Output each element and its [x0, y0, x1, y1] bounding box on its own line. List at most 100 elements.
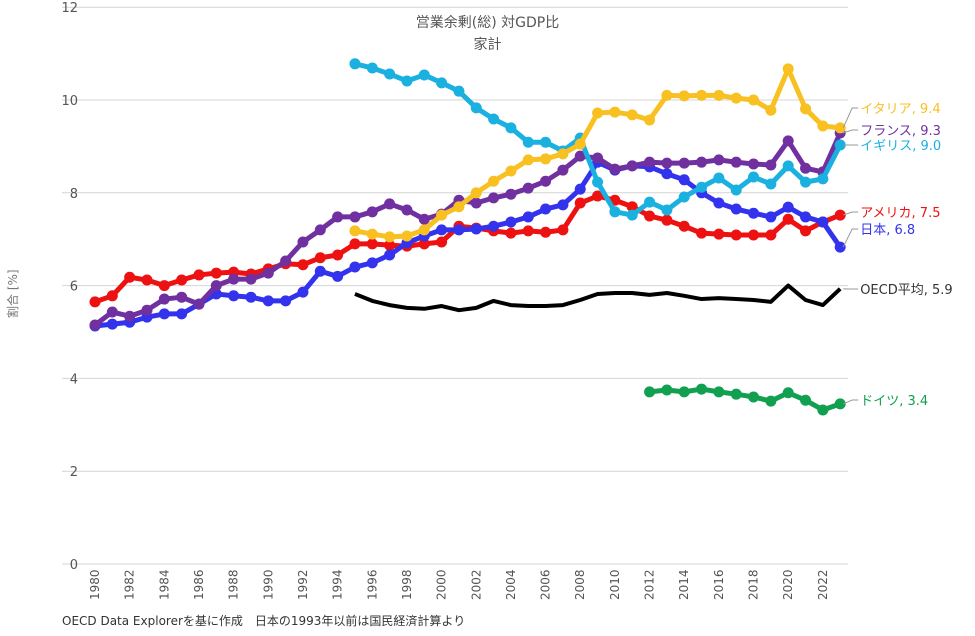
data-point [106, 290, 118, 302]
data-point [678, 157, 690, 169]
data-point [817, 404, 829, 416]
data-point [470, 102, 482, 114]
data-point [730, 92, 742, 104]
x-tick-label: 1998 [400, 569, 414, 600]
data-point [262, 267, 274, 279]
y-axis-label: 割合 [%] [6, 269, 20, 318]
data-point [245, 273, 257, 285]
data-point [817, 120, 829, 132]
data-point [332, 211, 344, 223]
data-point [765, 211, 777, 223]
data-point [453, 201, 465, 213]
data-point [696, 156, 708, 168]
chart-title: 営業余剰(総) 対GDP比 [415, 15, 560, 31]
data-point [800, 103, 812, 115]
y-tick-label: 6 [70, 280, 78, 295]
data-point [557, 199, 569, 211]
data-point [176, 274, 188, 286]
data-point [470, 187, 482, 199]
data-point [574, 197, 586, 209]
data-point [696, 227, 708, 239]
data-point [748, 229, 760, 241]
data-point [609, 163, 621, 175]
data-point [748, 171, 760, 183]
series-label: ドイツ, 3.4 [860, 394, 928, 409]
data-point [349, 238, 361, 250]
series-line [354, 283, 842, 313]
data-point [384, 68, 396, 80]
series-4: イタリア, 9.4 [349, 63, 941, 243]
data-point [505, 188, 517, 200]
data-point [800, 211, 812, 223]
data-point [505, 122, 517, 134]
data-point [782, 213, 794, 225]
data-point [158, 280, 170, 292]
data-point [644, 210, 656, 222]
x-tick-label: 1990 [261, 569, 275, 600]
data-point [349, 225, 361, 237]
data-point [661, 89, 673, 101]
data-point [834, 241, 846, 253]
data-point [332, 249, 344, 261]
data-point [436, 209, 448, 221]
data-point [800, 394, 812, 406]
chart-subtitle: 家計 [473, 37, 502, 53]
x-tick-label: 2000 [435, 569, 449, 600]
data-point [176, 308, 188, 320]
data-point [592, 107, 604, 119]
data-point [817, 216, 829, 228]
data-point [540, 226, 552, 238]
data-point [592, 190, 604, 202]
data-point [436, 236, 448, 248]
data-point [592, 176, 604, 188]
data-point [366, 228, 378, 240]
data-point [713, 154, 725, 166]
series-6: ドイツ, 3.4 [644, 383, 928, 416]
x-tick-label: 1986 [192, 569, 206, 600]
data-point [713, 172, 725, 184]
data-point [626, 201, 638, 213]
data-point [314, 224, 326, 236]
data-point [696, 89, 708, 101]
data-point [574, 150, 586, 162]
data-point [522, 182, 534, 194]
data-point [609, 206, 621, 218]
data-point [158, 293, 170, 305]
data-point [297, 259, 309, 271]
data-point [453, 224, 465, 236]
data-point [540, 153, 552, 165]
data-point [834, 398, 846, 410]
data-point [748, 391, 760, 403]
x-tick-label: 1996 [365, 569, 379, 600]
data-point [418, 213, 430, 225]
series-label: フランス, 9.3 [860, 124, 941, 139]
data-point [574, 183, 586, 195]
data-point [384, 239, 396, 251]
data-point [349, 211, 361, 223]
series-1: 日本, 6.8 [89, 156, 915, 332]
data-point [228, 273, 240, 285]
data-point [592, 152, 604, 164]
series-label: 日本, 6.8 [860, 223, 915, 238]
data-point [366, 257, 378, 269]
data-point [661, 214, 673, 226]
x-tick-label: 2014 [677, 569, 691, 600]
leader-line [842, 107, 859, 129]
data-point [557, 148, 569, 160]
data-point [522, 136, 534, 148]
series-label: アメリカ, 7.5 [860, 206, 940, 221]
data-point [713, 386, 725, 398]
series-2: フランス, 9.3 [89, 124, 941, 331]
x-tick-label: 2010 [608, 569, 622, 600]
x-tick-label: 1988 [227, 569, 241, 600]
data-point [488, 220, 500, 232]
data-point [782, 201, 794, 213]
data-point [384, 231, 396, 243]
data-point [678, 174, 690, 186]
data-point [626, 109, 638, 121]
data-point [141, 304, 153, 316]
data-point [817, 173, 829, 185]
data-point [245, 291, 257, 303]
data-point [522, 211, 534, 223]
